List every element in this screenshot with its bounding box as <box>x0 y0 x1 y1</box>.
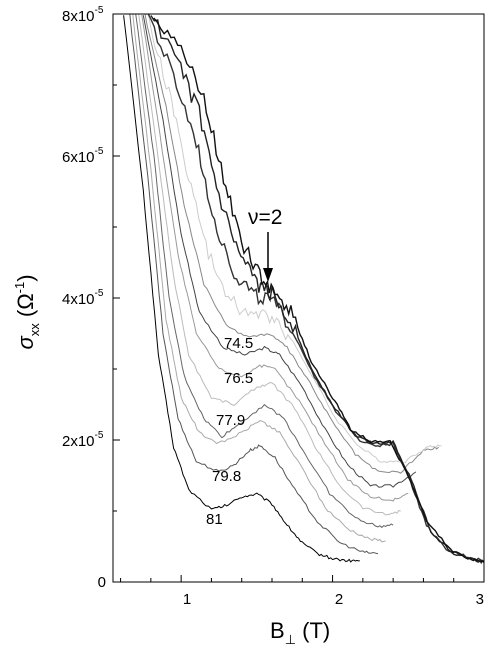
y-tick-mantissa: 8x10 <box>62 8 95 25</box>
x-tick-label-3: 3 <box>476 591 484 608</box>
series-curve-1 <box>129 14 379 555</box>
y-tick-label-4e-5: 4x10-5 <box>62 288 104 308</box>
series-curve-8 <box>147 14 442 464</box>
series-curve-7 <box>144 14 439 474</box>
y-tick-label-8e-5: 8x10-5 <box>62 5 104 25</box>
y-tick-label-0: 0 <box>98 574 106 591</box>
y-tick-mantissa: 2x10 <box>62 433 95 450</box>
series-curve-6 <box>142 15 417 488</box>
y-axis-unit-close: ) <box>13 274 38 281</box>
x-tick-label-2: 2 <box>335 591 343 608</box>
y-tick-mantissa: 4x10 <box>62 291 95 308</box>
y-tick-exponent: -5 <box>95 5 104 16</box>
y-axis-unit-open: (Ω <box>13 293 38 323</box>
curve-label-77-9: 77.9 <box>216 412 245 429</box>
x-tick-label-1: 1 <box>183 591 191 608</box>
x-axis-unit: (T) <box>296 618 330 643</box>
series-curve-9 <box>147 14 484 562</box>
y-axis-unit-sup: -1 <box>12 282 27 294</box>
y-tick-label-2e-5: 2x10-5 <box>62 430 104 450</box>
x-axis-label: B⊥ (T) <box>270 618 330 647</box>
series-curve-11 <box>153 17 484 563</box>
y-tick-exponent: -5 <box>95 146 104 157</box>
y-tick-exponent: -5 <box>95 430 104 441</box>
series-curve-4 <box>138 14 401 516</box>
annotation-arrow-head <box>263 268 273 282</box>
curve-label-76-5: 76.5 <box>224 370 253 387</box>
curve-label-74-5: 74.5 <box>224 335 253 352</box>
series-curve-3 <box>135 14 394 529</box>
x-axis-symbol: B <box>270 618 285 643</box>
series-curve-10 <box>150 15 484 565</box>
curve-label-81: 81 <box>206 511 223 528</box>
y-tick-mantissa: 6x10 <box>62 149 95 166</box>
curve-label-79-8: 79.8 <box>212 468 241 485</box>
axis-ticks <box>113 13 485 583</box>
x-axis-subscript: ⊥ <box>285 632 296 647</box>
y-axis-symbol: σ <box>13 336 38 350</box>
nu-annotation: ν=2 <box>248 206 282 229</box>
data-curves <box>123 14 484 565</box>
y-axis-subscript: xx <box>27 323 42 337</box>
y-axis-label: σxx (Ω-1) <box>12 274 42 349</box>
plot-frame <box>112 13 485 583</box>
series-curve-5 <box>141 14 409 502</box>
y-tick-exponent: -5 <box>95 288 104 299</box>
series-curve-2 <box>132 14 386 543</box>
series-curve-0 <box>123 15 360 563</box>
y-tick-label-6e-5: 6x10-5 <box>62 146 104 166</box>
